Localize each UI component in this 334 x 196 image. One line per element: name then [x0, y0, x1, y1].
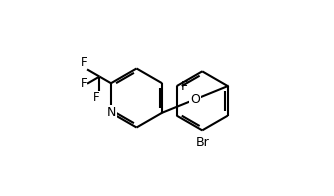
- Text: F: F: [80, 77, 87, 90]
- Text: F: F: [80, 56, 87, 69]
- Text: F: F: [93, 91, 100, 104]
- Text: Br: Br: [195, 136, 209, 149]
- Text: O: O: [190, 93, 200, 106]
- Text: F: F: [180, 80, 188, 93]
- Text: N: N: [106, 106, 116, 119]
